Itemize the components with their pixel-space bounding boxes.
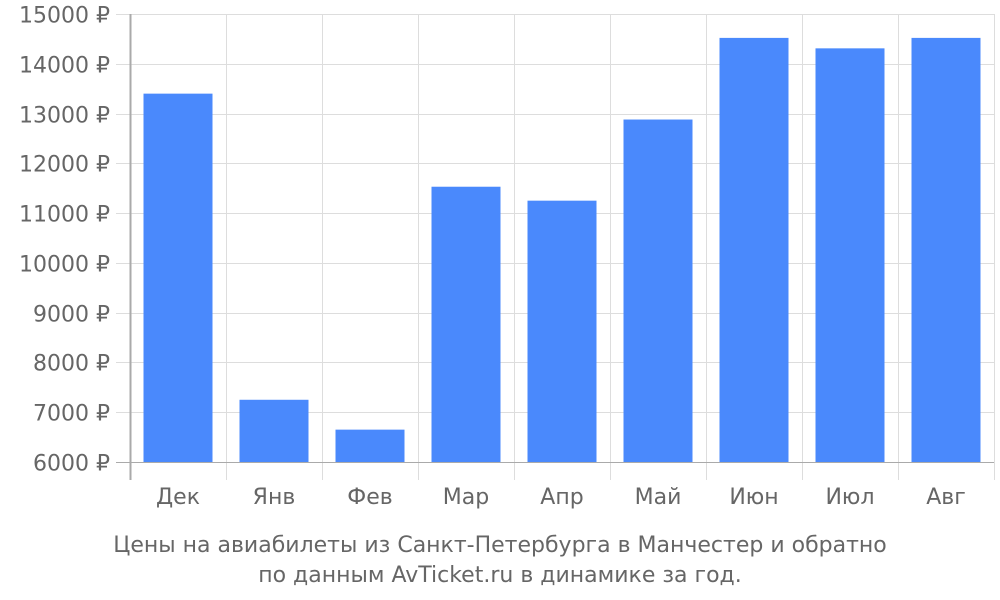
y-tick-label: 6000 ₽ <box>33 452 110 477</box>
bars <box>143 37 981 463</box>
x-tick-label: Июн <box>729 485 778 510</box>
x-axis-tick-labels: Дек Янв Фев Мар Апр Май Июн Июл Авг <box>156 485 966 510</box>
y-tick-label: 9000 ₽ <box>33 303 110 328</box>
bar-Янв <box>239 399 309 462</box>
axes <box>116 14 994 480</box>
chart-caption-line-2: по данным AvTicket.ru в динамике за год. <box>258 563 742 588</box>
y-tick-label: 10000 ₽ <box>19 253 110 278</box>
chart-caption-line-1: Цены на авиабилеты из Санкт-Петербурга в… <box>113 533 887 558</box>
y-tick-label: 7000 ₽ <box>33 402 110 427</box>
bar-Авг <box>911 37 981 462</box>
y-tick-label: 11000 ₽ <box>19 203 110 228</box>
bar-chart: 6000 ₽ 7000 ₽ 8000 ₽ 9000 ₽ 10000 ₽ 11000 ₽ 12… <box>19 4 995 510</box>
y-tick-label: 8000 ₽ <box>33 352 110 377</box>
y-tick-label: 15000 ₽ <box>19 4 110 29</box>
bar-Июл <box>815 48 885 462</box>
x-tick-label: Янв <box>253 485 296 510</box>
bar-Апр <box>527 200 597 462</box>
bar-Фев <box>335 429 405 462</box>
x-tick-label: Апр <box>540 485 583 510</box>
x-tick-label: Дек <box>156 485 200 510</box>
x-tick-label: Июл <box>825 485 874 510</box>
y-tick-label: 14000 ₽ <box>19 54 110 79</box>
bar-Май <box>623 119 693 462</box>
bar-Дек <box>143 93 213 463</box>
y-axis-tick-labels: 6000 ₽ 7000 ₽ 8000 ₽ 9000 ₽ 10000 ₽ 11000 ₽ 12… <box>19 4 110 477</box>
x-tick-label: Мар <box>443 485 489 510</box>
x-tick-label: Май <box>635 485 682 510</box>
bar-Мар <box>431 186 501 462</box>
bar-Июн <box>719 37 789 462</box>
y-tick-label: 12000 ₽ <box>19 153 110 178</box>
x-tick-label: Авг <box>926 485 966 510</box>
x-tick-label: Фев <box>347 485 392 510</box>
y-tick-label: 13000 ₽ <box>19 104 110 129</box>
